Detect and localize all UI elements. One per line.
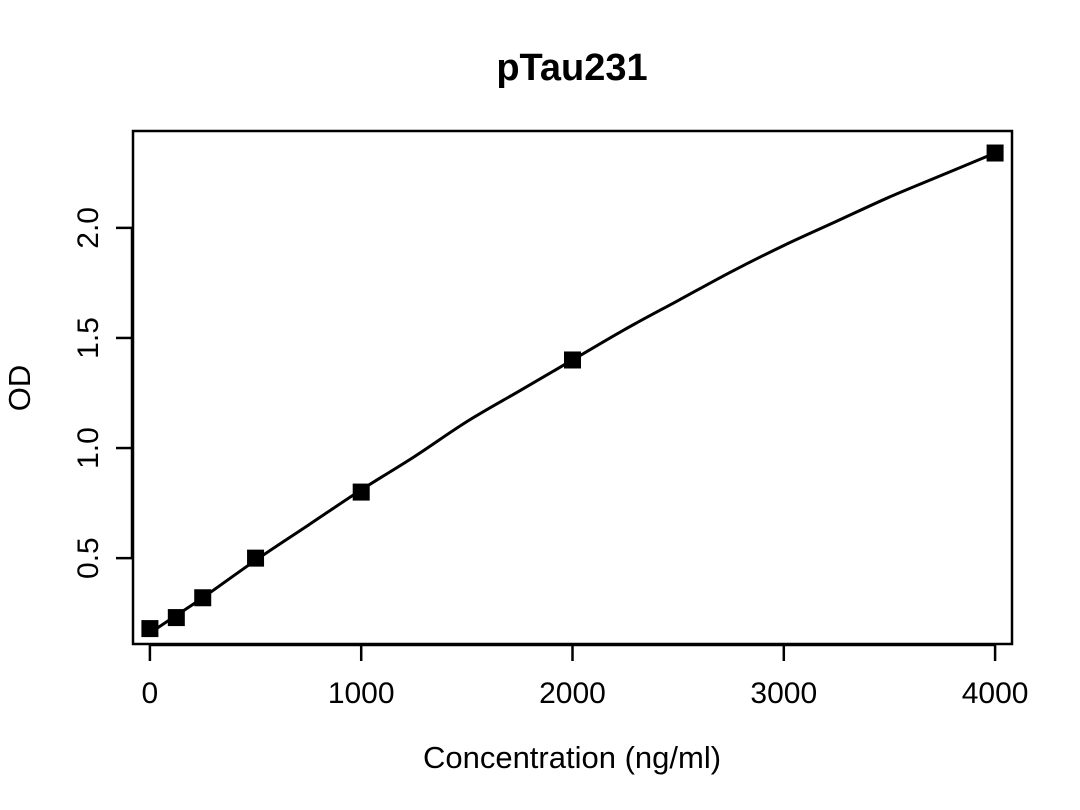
chart-title: pTau231 xyxy=(496,47,647,89)
x-tick-label: 2000 xyxy=(539,677,606,710)
y-tick-label: 1.0 xyxy=(72,427,105,469)
data-point xyxy=(986,144,1004,162)
y-tick-label: 1.5 xyxy=(72,317,105,359)
data-point xyxy=(564,351,581,369)
x-axis-label: Concentration (ng/ml) xyxy=(423,740,721,775)
y-tick-label: 0.5 xyxy=(72,537,105,579)
x-tick-label: 4000 xyxy=(962,677,1029,710)
data-point xyxy=(194,589,212,607)
x-axis: 0 1000 2000 3000 4000 xyxy=(142,643,1029,710)
y-axis: 0.5 1.0 1.5 2.0 xyxy=(72,207,134,579)
data-point xyxy=(167,609,185,627)
data-points xyxy=(141,144,1004,638)
x-tick-label: 0 xyxy=(142,677,159,710)
y-axis-label: OD xyxy=(2,365,37,412)
y-tick-label: 2.0 xyxy=(72,207,105,249)
data-point xyxy=(247,549,265,567)
data-point xyxy=(352,483,370,501)
fit-curve xyxy=(149,151,996,635)
x-tick-label: 3000 xyxy=(750,677,817,710)
x-tick-label: 1000 xyxy=(328,677,395,710)
data-point xyxy=(141,620,159,638)
